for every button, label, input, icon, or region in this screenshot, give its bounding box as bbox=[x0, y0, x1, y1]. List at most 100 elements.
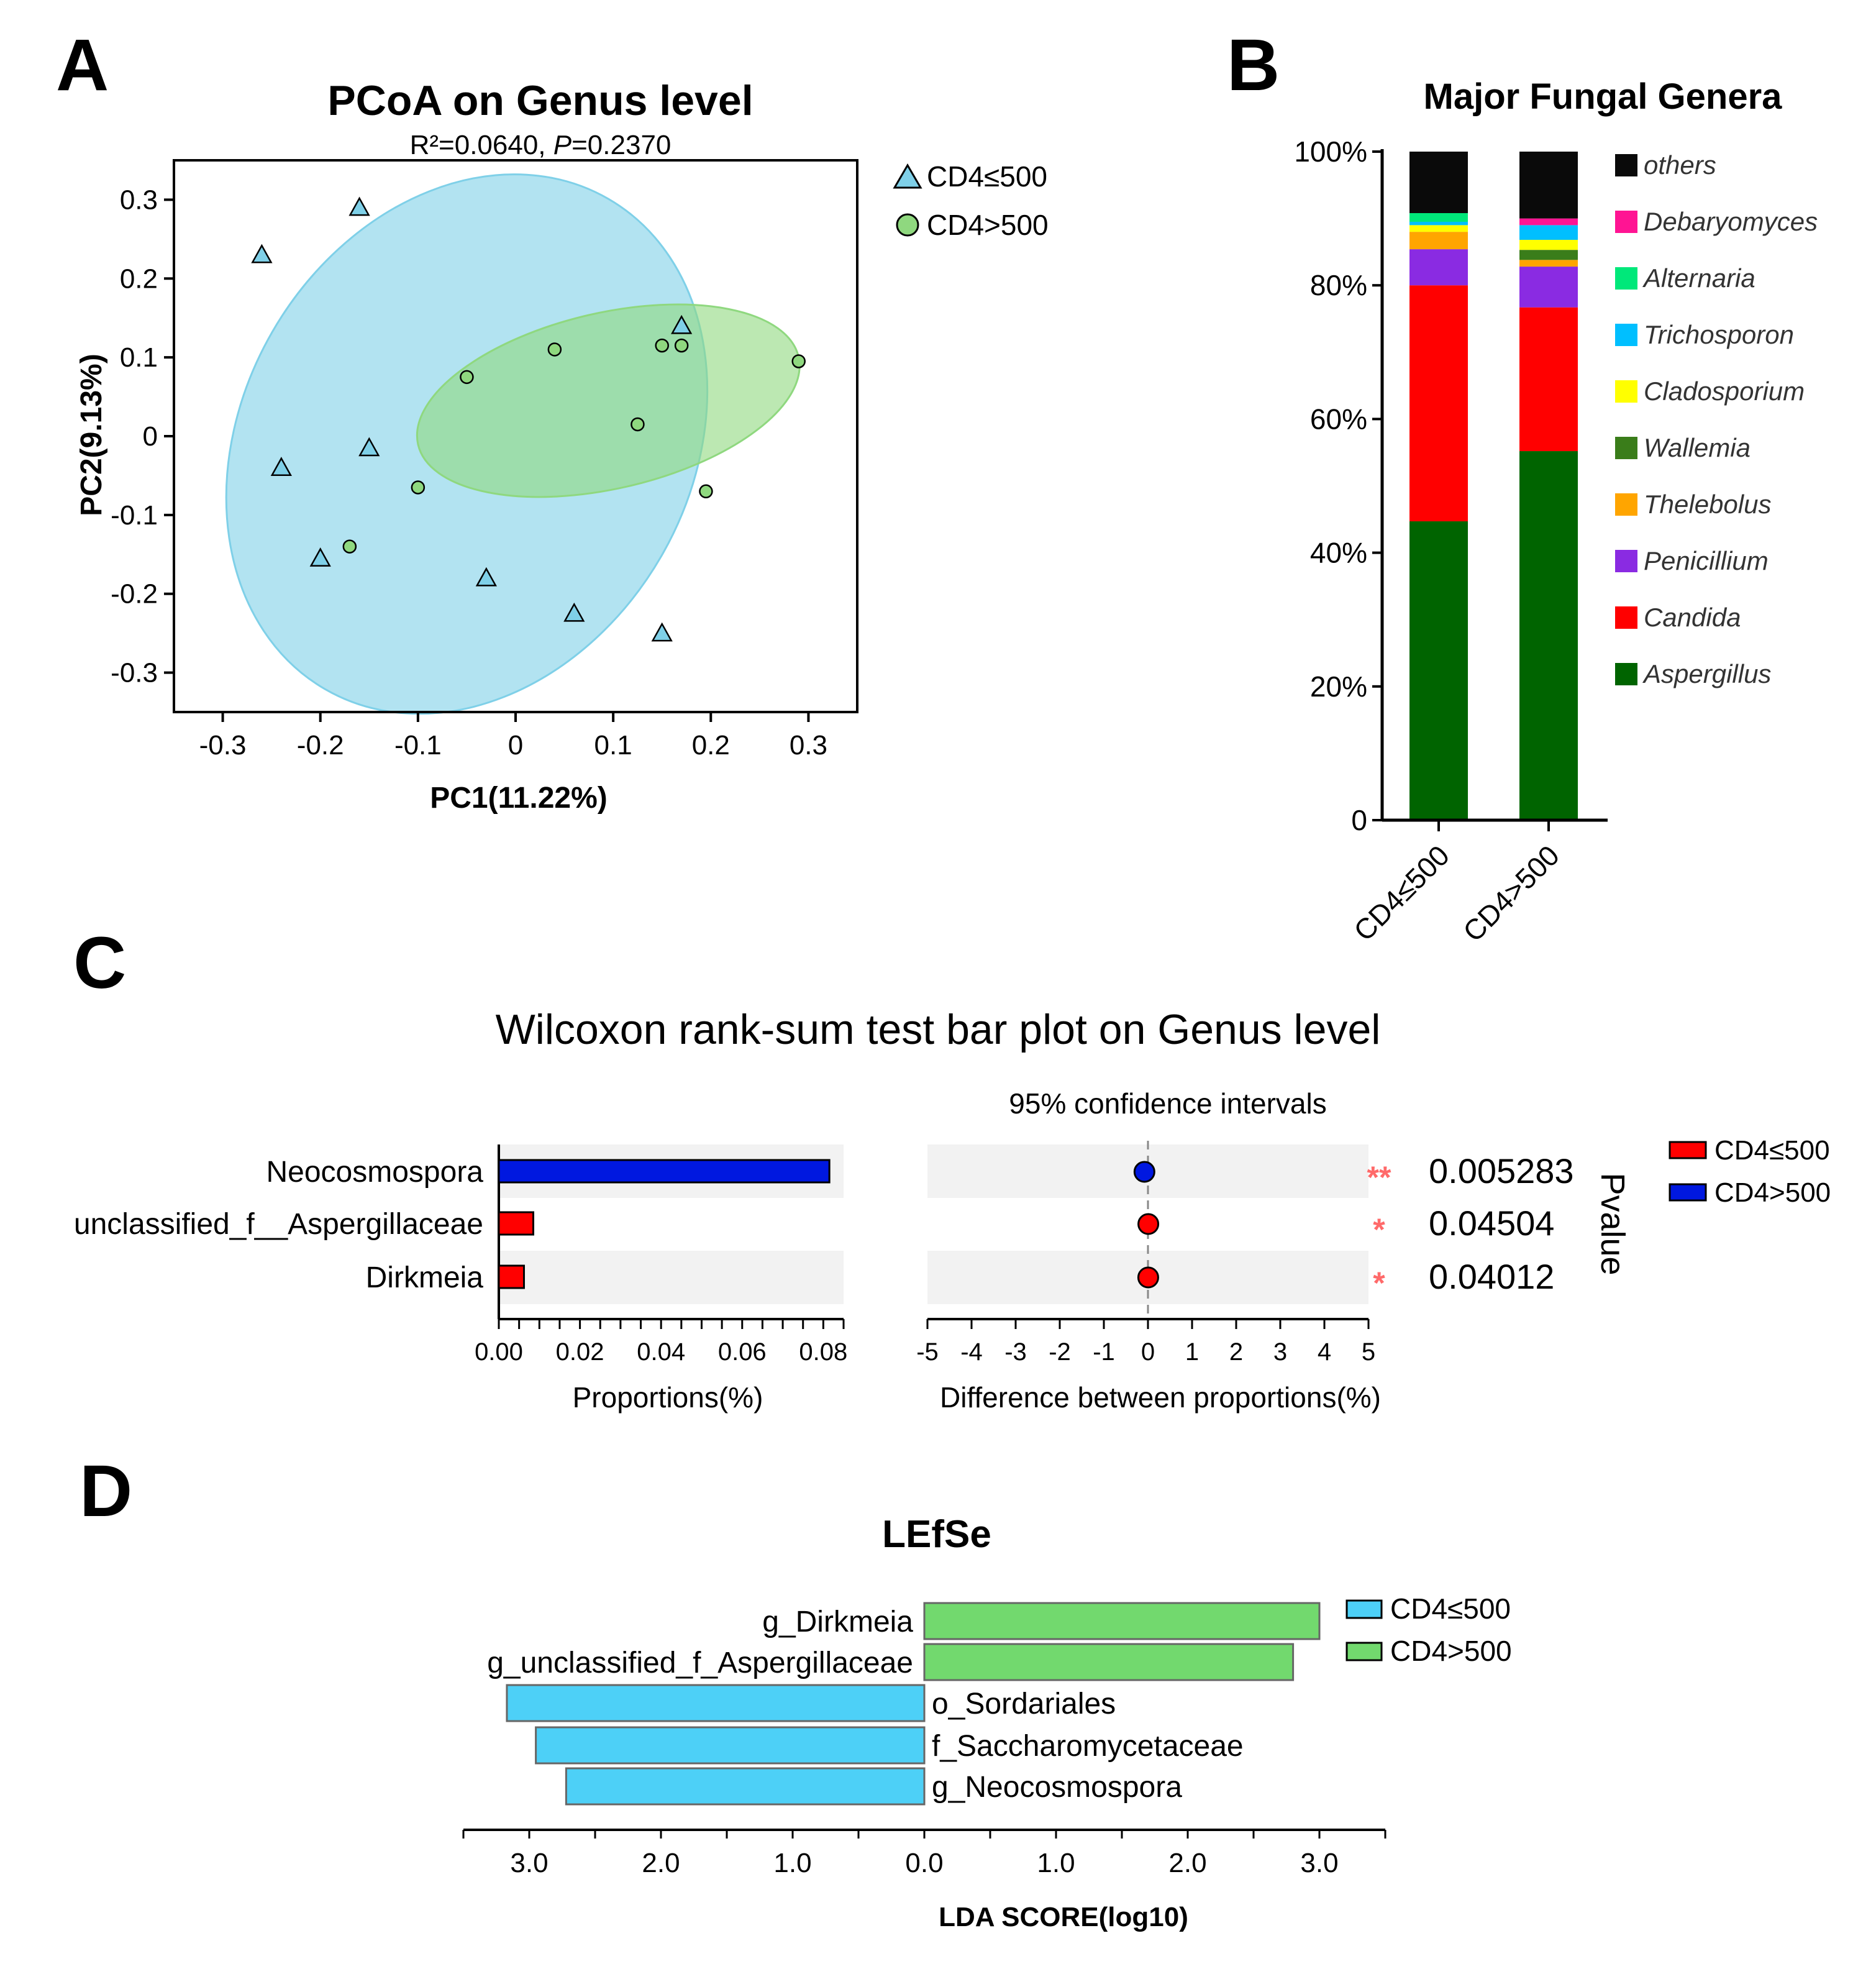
y-tick-label: 60% bbox=[1310, 403, 1367, 435]
lda-label-o-sordariales: o_Sordariales bbox=[932, 1688, 1116, 1720]
legend-swatch-others bbox=[1615, 154, 1637, 176]
pcoa-x-axis-label: PC1(11.22%) bbox=[430, 782, 608, 815]
point-circle bbox=[699, 484, 713, 499]
point-circle bbox=[411, 480, 426, 495]
point-triangle bbox=[348, 196, 370, 216]
y-tick-label: 0 bbox=[1351, 804, 1367, 836]
difference-point bbox=[1137, 1213, 1160, 1235]
difference-x-tick-label: -5 bbox=[916, 1338, 939, 1366]
y-tick-label: -0.2 bbox=[111, 579, 158, 610]
y-tick-label: 40% bbox=[1310, 537, 1367, 569]
x-tick-label: -0.1 bbox=[394, 730, 442, 761]
lda-label-f-saccharomycetaceae: f_Saccharomycetaceae bbox=[932, 1730, 1244, 1763]
genera-legend: others Debaryomyces Alternaria Trichosporon… bbox=[1615, 150, 1818, 688]
pcoa-y-axis-label: PC2(9.13%) bbox=[75, 354, 108, 516]
difference-x-tick-label: -3 bbox=[1004, 1338, 1027, 1366]
legend-swatch-thelebolus bbox=[1615, 493, 1637, 516]
category-label: Neocosmospora bbox=[266, 1156, 484, 1189]
lda-tick-label: 1.0 bbox=[1037, 1848, 1075, 1878]
legend-swatch-debaryomyces bbox=[1615, 211, 1637, 233]
ci-title: 95% confidence intervals bbox=[1009, 1087, 1326, 1120]
lda-bar-f-saccharomycetaceae bbox=[535, 1726, 926, 1765]
difference-point bbox=[1133, 1161, 1155, 1183]
lefse-legend: CD4≤500 CD4>500 bbox=[1346, 1592, 1512, 1667]
bar-segment-candida bbox=[1409, 285, 1468, 522]
legend-label-aspergillus: Aspergillus bbox=[1642, 659, 1771, 688]
panel-a-stats: R²=0.0640, P=0.2370 bbox=[410, 130, 672, 160]
point-triangle bbox=[563, 602, 585, 622]
stacked-bars bbox=[1409, 152, 1578, 820]
lda-label-g-dirkmeia: g_Dirkmeia bbox=[762, 1606, 913, 1638]
lda-bar-g-dirkmeia bbox=[923, 1602, 1321, 1640]
lda-label-g-unclassified-f-aspergillaceae: g_unclassified_f_Aspergillaceae bbox=[487, 1647, 913, 1679]
pvalue-text: 0.005283 bbox=[1429, 1151, 1574, 1190]
bar-segment-trichosporon bbox=[1519, 225, 1578, 240]
panel-c-title: Wilcoxon rank-sum test bar plot on Genus… bbox=[496, 1006, 1381, 1053]
x-tick-label: -0.2 bbox=[297, 730, 344, 761]
difference-x-tick-label: -1 bbox=[1093, 1338, 1115, 1366]
bar-segment-thelebolus bbox=[1519, 260, 1578, 267]
difference-x-tick-label: 1 bbox=[1185, 1338, 1199, 1366]
pvalue-text: 0.04504 bbox=[1429, 1204, 1554, 1243]
point-triangle bbox=[270, 457, 292, 476]
panel-d: D LEfSe g_Dirkmeia g_unclassified_f_Asper… bbox=[80, 1450, 1512, 1932]
legend-swatch-aspergillus bbox=[1615, 663, 1637, 685]
panel-c-label: C bbox=[73, 922, 126, 1004]
pcoa-legend-label-cd4-low: CD4≤500 bbox=[927, 160, 1047, 193]
point-circle bbox=[460, 370, 474, 385]
bar-segment-penicillium bbox=[1409, 249, 1468, 286]
y-tick-label: -0.1 bbox=[111, 500, 158, 531]
point-triangle bbox=[475, 567, 497, 587]
proportion-bar-cd4-low bbox=[498, 1211, 534, 1236]
difference-x-tick-label: 3 bbox=[1273, 1338, 1287, 1366]
legend-label-alternaria: Alternaria bbox=[1642, 263, 1755, 293]
pcoa-legend-label-cd4-high: CD4>500 bbox=[927, 209, 1049, 241]
x-tick-label: 0.3 bbox=[790, 730, 827, 761]
legend-label-penicillium: Penicillium bbox=[1644, 546, 1769, 575]
point-triangle bbox=[251, 244, 273, 263]
legend-label-others: others bbox=[1644, 150, 1716, 180]
lda-tick-label: 3.0 bbox=[510, 1848, 548, 1878]
y-tick-label: -0.3 bbox=[111, 658, 158, 688]
lda-label-g-neocosmospora: g_Neocosmospora bbox=[932, 1771, 1182, 1804]
point-circle bbox=[631, 417, 645, 432]
panel-b-label: B bbox=[1227, 24, 1280, 106]
legend-label-cladosporium: Cladosporium bbox=[1644, 377, 1805, 406]
bar-segment-aspergillus bbox=[1519, 451, 1578, 820]
legend-label-debaryomyces: Debaryomyces bbox=[1644, 207, 1818, 236]
lefse-legend-label-cd4-low: CD4≤500 bbox=[1390, 1592, 1511, 1625]
pvalue-axis-label: Pvalue bbox=[1594, 1172, 1631, 1275]
x-tick-label: 0 bbox=[508, 730, 523, 761]
difference-x-tick-label: 5 bbox=[1362, 1338, 1375, 1366]
y-tick-label: 0.3 bbox=[120, 185, 158, 215]
bar-segment-others bbox=[1519, 152, 1578, 219]
legend-swatch-cd4-high bbox=[1669, 1183, 1707, 1202]
difference-x-tick-label: 4 bbox=[1318, 1338, 1331, 1366]
proportions-x-tick-label: 0.04 bbox=[637, 1338, 685, 1366]
lefse-axis: 3.0 2.0 1.0 0.0 1.0 2.0 3.0 bbox=[462, 1829, 1387, 1878]
legend-swatch-trichosporon bbox=[1615, 324, 1637, 346]
stat-p-label: P bbox=[553, 130, 572, 160]
proportions-x-tick-label: 0.02 bbox=[556, 1338, 604, 1366]
legend-swatch-candida bbox=[1615, 606, 1637, 629]
legend-circle-marker bbox=[896, 213, 919, 237]
legend-label-thelebolus: Thelebolus bbox=[1644, 490, 1771, 519]
legend-swatch-wallemia bbox=[1615, 437, 1637, 459]
y-tick-label: 80% bbox=[1310, 269, 1367, 301]
x-tick-label: CD4≤500 bbox=[1347, 839, 1455, 947]
bar-segment-thelebolus bbox=[1409, 232, 1468, 250]
category-label: unclassified_f__Aspergillaceae bbox=[74, 1208, 483, 1241]
wilcoxon-legend-label-cd4-low: CD4≤500 bbox=[1714, 1135, 1830, 1166]
significance-marker: * bbox=[1373, 1266, 1385, 1300]
y-tick-label: 0 bbox=[143, 421, 158, 452]
difference-x-axis-label: Difference between proportions(%) bbox=[940, 1381, 1381, 1414]
proportions-x-tick-label: 0.08 bbox=[799, 1338, 847, 1366]
lefse-legend-label-cd4-high: CD4>500 bbox=[1390, 1635, 1512, 1667]
x-tick-label: 0.2 bbox=[692, 730, 730, 761]
pcoa-legend: CD4≤500 CD4>500 bbox=[893, 160, 1049, 241]
panel-d-label: D bbox=[80, 1450, 132, 1532]
panel-b: B Major Fungal Genera 0 20% 40% 60% 80% 100% C… bbox=[1227, 24, 1818, 948]
bar-segment-penicillium bbox=[1519, 267, 1578, 308]
panel-a: A PCoA on Genus level R²=0.0640, P=0.237… bbox=[56, 24, 1049, 815]
x-tick-label: 0.1 bbox=[594, 730, 632, 761]
